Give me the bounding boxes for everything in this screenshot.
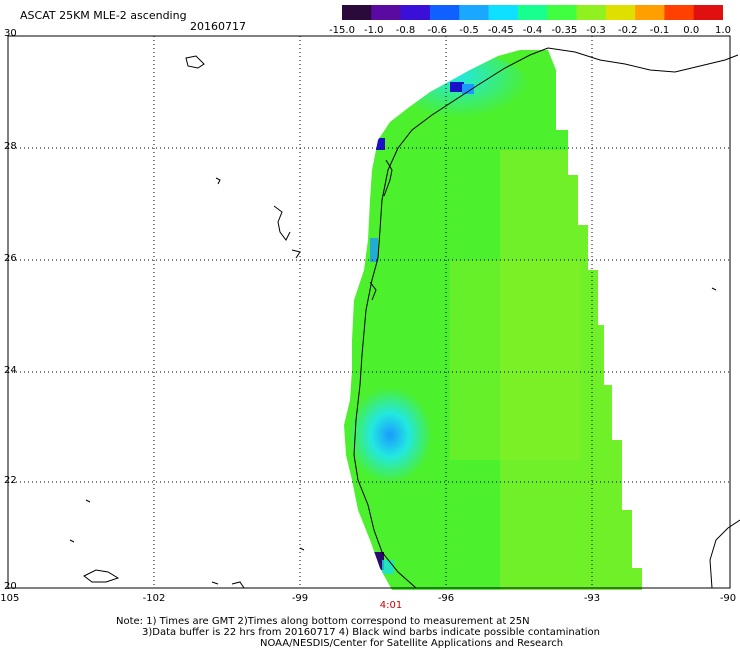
colorbar-label: -0.2 [617,25,638,36]
colorbar-label: -0.1 [649,25,670,36]
lat-label-24: 24 [4,365,17,376]
wind-swath [344,50,642,590]
lat-label-28: 28 [4,141,17,152]
coastline [353,47,740,589]
colorbar-label: -0.8 [395,25,416,36]
low-speed-region [348,387,432,483]
colorbar-swatch [342,5,372,20]
product-title: ASCAT 25KM MLE-2 ascending [20,9,187,22]
lat-label-30: 30 [4,28,17,39]
lon-label-105: -105 [0,593,20,604]
colorbar-label: 1.0 [715,25,731,36]
colorbar-label: 0.0 [683,25,700,36]
colorbar-swatch [664,5,695,20]
colorbar-label: -15.0 [329,25,355,36]
note-line-2: 3)Data buffer is 22 hrs from 20160717 4)… [142,627,600,638]
note-line-1: Note: 1) Times are GMT 2)Times along bot… [116,616,530,627]
lon-label-90: -90 [719,593,737,604]
colorbar-label: -0.5 [459,25,479,36]
lat-label-26: 26 [4,253,17,264]
colorbar-swatch [429,5,460,20]
colorbar-swatch [459,5,490,20]
colorbar-swatch [371,5,402,20]
colorbar-swatch [693,5,723,20]
product-date: 20160717 [190,20,246,33]
colorbar-swatch [635,5,665,20]
colorbar-label: -0.3 [586,25,606,36]
colorbar-swatch [488,5,519,20]
colorbar-swatch [547,5,577,20]
colorbar-swatch [576,5,607,20]
lat-label-20: 20 [4,581,17,592]
colorbar-label: -0.45 [487,25,514,36]
colorbar-swatch [605,5,636,20]
colorbar-swatch [517,5,548,20]
colorbar-label: -0.35 [551,25,578,36]
orbit-time: 4:01 [379,600,403,611]
colorbar-label: -0.6 [427,25,448,36]
lon-label-96: -96 [437,593,455,604]
lon-label-99: -99 [291,593,309,604]
islands [69,55,717,589]
note-line-3: NOAA/NESDIS/Center for Satellite Applica… [260,638,564,649]
colorbar-label: -1.0 [363,25,384,36]
lat-label-22: 22 [4,475,17,486]
lon-label-102: -102 [142,593,166,604]
colorbar [342,5,723,20]
map-frame [7,35,731,589]
lon-label-93: -93 [583,593,601,604]
colorbar-label: -0.4 [522,25,543,36]
colorbar-swatch [400,5,431,20]
